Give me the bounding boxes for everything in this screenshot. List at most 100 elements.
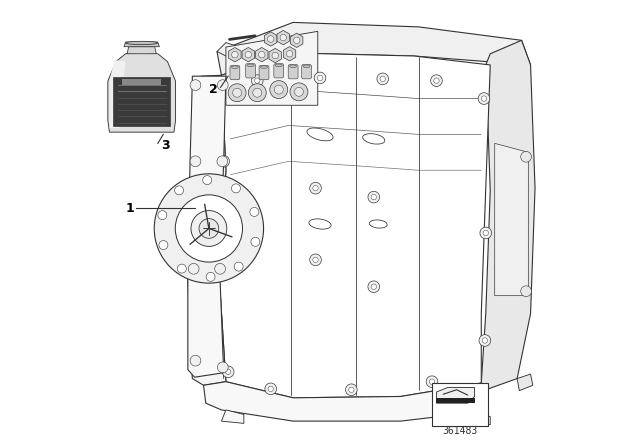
Polygon shape	[264, 32, 277, 46]
Circle shape	[154, 174, 264, 283]
Circle shape	[219, 263, 231, 275]
Circle shape	[368, 281, 380, 293]
Circle shape	[349, 387, 354, 392]
Circle shape	[175, 195, 243, 262]
Bar	[122, 79, 161, 85]
Polygon shape	[108, 52, 175, 132]
Circle shape	[190, 156, 201, 167]
Polygon shape	[217, 43, 239, 58]
Polygon shape	[255, 47, 268, 62]
Polygon shape	[228, 47, 241, 62]
Circle shape	[255, 78, 260, 83]
Circle shape	[218, 362, 228, 373]
Ellipse shape	[247, 64, 254, 67]
Circle shape	[371, 194, 376, 200]
Circle shape	[480, 227, 492, 239]
Circle shape	[232, 184, 241, 193]
Polygon shape	[242, 47, 255, 62]
Circle shape	[199, 219, 219, 238]
Circle shape	[272, 52, 278, 59]
Circle shape	[346, 384, 357, 396]
Circle shape	[215, 263, 225, 274]
Polygon shape	[291, 33, 303, 47]
Polygon shape	[481, 40, 535, 390]
Circle shape	[478, 93, 490, 104]
Circle shape	[429, 379, 435, 384]
Circle shape	[190, 355, 201, 366]
Polygon shape	[188, 76, 226, 377]
Circle shape	[275, 85, 284, 94]
Circle shape	[431, 75, 442, 86]
Circle shape	[265, 383, 276, 395]
Circle shape	[521, 286, 531, 297]
Circle shape	[481, 96, 486, 101]
Polygon shape	[188, 75, 226, 385]
Ellipse shape	[363, 134, 385, 144]
Circle shape	[252, 75, 263, 86]
Polygon shape	[204, 382, 486, 421]
Circle shape	[218, 155, 230, 167]
Circle shape	[159, 241, 168, 250]
Circle shape	[217, 156, 228, 167]
Circle shape	[270, 81, 288, 99]
FancyBboxPatch shape	[274, 64, 284, 78]
Polygon shape	[127, 47, 156, 54]
Circle shape	[521, 151, 531, 162]
Circle shape	[310, 182, 321, 194]
Circle shape	[203, 176, 212, 185]
Text: 2: 2	[209, 83, 218, 96]
Circle shape	[310, 254, 321, 266]
Circle shape	[222, 266, 228, 271]
Circle shape	[245, 52, 252, 58]
Polygon shape	[269, 48, 282, 63]
Circle shape	[191, 211, 227, 246]
Circle shape	[259, 52, 265, 58]
FancyBboxPatch shape	[288, 65, 298, 79]
Ellipse shape	[275, 64, 282, 67]
Circle shape	[313, 185, 318, 191]
Circle shape	[290, 83, 308, 101]
Circle shape	[426, 376, 438, 388]
Circle shape	[222, 366, 234, 378]
Polygon shape	[113, 77, 170, 126]
Polygon shape	[221, 410, 244, 423]
Polygon shape	[495, 143, 529, 296]
Circle shape	[233, 88, 242, 97]
Polygon shape	[517, 374, 533, 391]
Circle shape	[294, 37, 300, 43]
Circle shape	[228, 84, 246, 102]
Text: 361483: 361483	[443, 426, 478, 436]
Circle shape	[286, 51, 292, 57]
FancyBboxPatch shape	[230, 65, 240, 80]
Circle shape	[371, 284, 376, 289]
Bar	[432, 383, 488, 426]
Circle shape	[313, 257, 318, 263]
Polygon shape	[217, 22, 531, 75]
Circle shape	[482, 338, 488, 343]
Circle shape	[479, 335, 491, 346]
Circle shape	[158, 211, 167, 220]
Circle shape	[250, 207, 259, 216]
Ellipse shape	[369, 220, 387, 228]
Circle shape	[248, 84, 266, 102]
Circle shape	[251, 237, 260, 246]
Bar	[436, 398, 475, 403]
Polygon shape	[226, 31, 317, 105]
Circle shape	[377, 73, 388, 85]
Polygon shape	[436, 388, 475, 403]
Circle shape	[221, 159, 227, 164]
Circle shape	[232, 52, 238, 58]
Ellipse shape	[260, 66, 268, 69]
Circle shape	[188, 263, 199, 274]
Polygon shape	[468, 412, 490, 425]
Circle shape	[206, 272, 215, 281]
Circle shape	[234, 262, 243, 271]
Polygon shape	[284, 47, 296, 61]
FancyBboxPatch shape	[301, 65, 312, 79]
Circle shape	[190, 80, 201, 90]
Polygon shape	[277, 30, 289, 45]
Circle shape	[294, 87, 303, 96]
Circle shape	[314, 72, 326, 84]
Polygon shape	[124, 42, 159, 47]
Circle shape	[177, 264, 186, 273]
